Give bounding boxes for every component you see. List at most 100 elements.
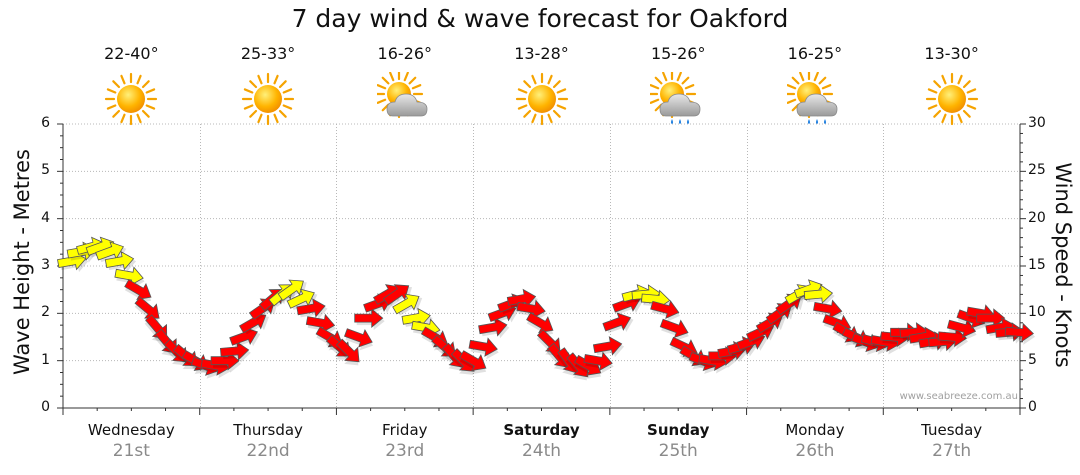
temperature-range: 16-26° — [377, 44, 433, 63]
day-date-label: 22nd — [246, 441, 290, 461]
wind-arrow-shape — [344, 328, 373, 348]
wind-arrow-shape — [803, 284, 834, 304]
sunny-icon — [240, 72, 296, 126]
temperature-range: 13-28° — [514, 44, 569, 63]
wind-arrow — [813, 299, 844, 322]
wind-arrow — [602, 312, 634, 334]
sunny-icon — [924, 72, 980, 126]
wind-arrow — [354, 308, 385, 331]
wind-arrow-shape — [95, 241, 124, 261]
right-tick-label: 5 — [1028, 351, 1037, 368]
wind-arrow — [124, 279, 152, 304]
wind-arrow-shape — [335, 338, 360, 363]
right-tick-label: 25 — [1028, 162, 1046, 179]
left-tick-label: 3 — [41, 257, 50, 273]
day-name-label: Monday — [785, 421, 845, 439]
wind-arrow-shape — [277, 279, 304, 301]
wind-arrow — [392, 293, 423, 316]
wind-arrow-shape — [1004, 322, 1034, 343]
day-name-label: Friday — [382, 421, 428, 439]
partly-cloudy-rain-icon — [784, 69, 843, 126]
left-tick-label: 0 — [41, 399, 50, 415]
wind-arrow — [382, 284, 413, 307]
right-tick-label: 0 — [1028, 399, 1037, 415]
left-tick-label: 1 — [41, 351, 50, 368]
wind-arrow — [937, 327, 969, 350]
wind-arrow-shape — [305, 313, 336, 334]
wind-arrow-shape — [468, 337, 498, 357]
wind-arrow-shape — [937, 327, 967, 348]
day-name-label: Thursday — [233, 421, 303, 439]
partly-cloudy-icon — [374, 69, 433, 126]
wind-arrow — [344, 328, 374, 351]
sunny-icon — [103, 72, 159, 126]
wind-arrow — [592, 336, 625, 358]
day-date-label: 24th — [521, 441, 562, 461]
chart-title: 7 day wind & wave forecast for Oakford — [291, 4, 789, 33]
wind-arrow-shape — [592, 336, 623, 356]
right-tick-label: 15 — [1028, 257, 1046, 273]
wind-arrow-shape — [459, 350, 487, 372]
temperature-range: 15-26° — [650, 44, 706, 63]
right-tick-label: 10 — [1028, 304, 1046, 321]
temperature-range: 25-33° — [240, 44, 296, 63]
wind-arrow-shape — [506, 288, 537, 309]
wind-arrow — [296, 298, 328, 320]
left-tick-label: 5 — [41, 162, 50, 179]
wind-arrow-shape — [124, 279, 152, 301]
right-tick-label: 20 — [1028, 209, 1046, 226]
temperature-range: 22-40° — [104, 44, 159, 63]
right-tick-label: 30 — [1028, 115, 1046, 131]
wind-arrow — [277, 279, 307, 302]
wind-arrow-shape — [354, 308, 384, 328]
day-name-label: Tuesday — [921, 421, 983, 439]
wind-arrow-shape — [392, 293, 420, 315]
day-date-label: 23rd — [385, 441, 425, 461]
wind-arrow-shape — [946, 318, 977, 338]
wind-arrow-shape — [602, 312, 632, 332]
wind-arrow — [516, 299, 547, 322]
temperature-range: 16-25° — [787, 44, 843, 63]
partly-cloudy-rain-icon — [648, 69, 706, 126]
day-name-label: Wednesday — [87, 421, 175, 439]
wind-arrow-shape — [382, 284, 410, 306]
wind-arrow-shape — [526, 312, 554, 334]
wind-arrow — [468, 337, 499, 360]
day-name-label: Sunday — [647, 421, 710, 439]
wind-arrow-shape — [583, 351, 613, 372]
day-name-label: Saturday — [503, 421, 580, 439]
wind-arrow — [219, 341, 251, 363]
left-tick-label: 2 — [41, 304, 50, 321]
wind-arrow — [478, 317, 510, 339]
day-date-label: 27th — [932, 441, 972, 461]
wind-arrow-shape — [401, 307, 431, 328]
wind-arrow — [526, 312, 554, 337]
wind-arrow-shape — [286, 288, 315, 309]
wind-arrow-shape — [516, 299, 546, 319]
day-date-label: 25th — [658, 441, 698, 461]
wind-arrow — [803, 284, 835, 306]
left-tick-label: 4 — [41, 209, 50, 226]
wind-arrow-shape — [219, 341, 250, 361]
wind-arrow — [459, 350, 487, 375]
day-date-label: 21st — [112, 441, 150, 461]
left-tick-label: 6 — [41, 115, 50, 131]
wind-arrow — [659, 318, 689, 341]
wind-arrow — [114, 266, 145, 289]
sunny-icon — [514, 72, 570, 126]
wind-arrow — [104, 250, 137, 273]
wind-arrow-shape — [813, 299, 843, 319]
day-date-label: 26th — [795, 441, 835, 461]
wind-arrow-shape — [296, 298, 326, 318]
temperature-range: 13-30° — [924, 44, 979, 63]
wind-arrow-shape — [976, 308, 1006, 328]
wind-arrow — [946, 318, 977, 341]
credit-text[interactable]: www.seabreeze.com.au — [899, 391, 1018, 402]
wind-arrow-shape — [659, 318, 689, 338]
wind-arrow — [1004, 322, 1036, 345]
wind-arrow-shape — [114, 266, 144, 286]
wind-arrow — [305, 313, 337, 336]
wind-arrow-shape — [650, 300, 680, 320]
